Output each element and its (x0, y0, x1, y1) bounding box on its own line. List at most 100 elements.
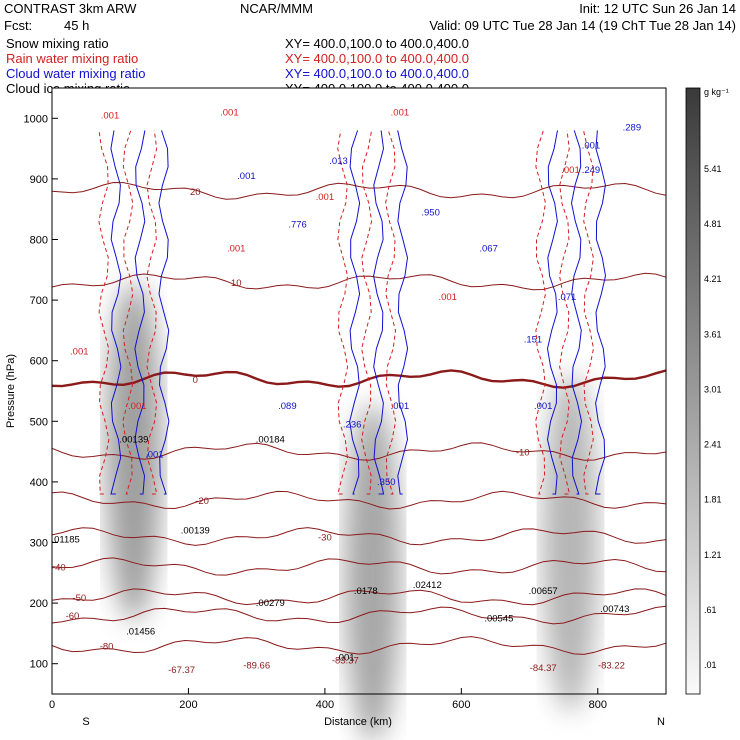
moisture-contour (337, 130, 349, 495)
contour-label: -80 (100, 642, 114, 653)
temperature-contour (51, 527, 667, 546)
contour-annotation: -83.37 (332, 656, 359, 667)
contour-annotation: .001 (561, 165, 580, 176)
colorbar-label: 2.41 (704, 440, 722, 450)
endpoint-left-label: S (82, 716, 89, 728)
contour-label: -10 (516, 448, 530, 459)
contour-annotation: .001 (438, 292, 457, 303)
plot-frame (51, 87, 667, 695)
moisture-contour (570, 130, 583, 495)
y-tick-label: 600 (30, 356, 48, 368)
contour-annotation: .289 (623, 122, 642, 133)
legend-entry: Cloud water mixing ratio (6, 66, 145, 81)
temperature-contours: -80 -60 -50 -40 -30 -20 -10 0 10 20 (51, 181, 667, 655)
contour-annotation: -83.22 (598, 661, 625, 672)
contour-label: 10 (231, 278, 242, 289)
contour-annotation: .001 (391, 107, 410, 118)
contour-annotation: .001 (220, 107, 239, 118)
contour-annotation: .013 (329, 156, 348, 167)
temperature-contour (51, 490, 667, 510)
moisture-contour (583, 130, 595, 495)
moisture-contour (158, 130, 170, 495)
contour-annotation: .236 (343, 419, 362, 430)
contour-annotation: .001 (70, 347, 89, 358)
y-tick-label: 100 (30, 659, 48, 671)
y-tick-label: 1000 (24, 113, 48, 125)
contour-label: 0 (193, 375, 198, 386)
contour-annotation: .00184 (256, 435, 285, 446)
colorbar-label: 3.01 (704, 384, 722, 394)
contour-annotation: .00139 (119, 435, 148, 446)
moisture-contour (546, 130, 558, 495)
contour-annotation: .01185 (51, 535, 79, 546)
contour-annotation: .001 (582, 141, 601, 152)
contour-annotation: .001 (391, 401, 410, 412)
contour-label: -60 (66, 611, 80, 622)
contour-annotation: .071 (558, 292, 577, 303)
y-tick-label: 200 (30, 598, 48, 610)
endpoint-right-label: N (657, 716, 665, 728)
legend-entry: Snow mixing ratio (6, 36, 109, 51)
contour-annotation: .001 (128, 401, 147, 412)
moisture-contour (373, 130, 385, 495)
temperature-contour (51, 605, 667, 625)
y-tick-label: 400 (30, 477, 48, 489)
colorbar-label: 3.61 (704, 329, 722, 339)
contour-annotation: .001 (237, 171, 256, 182)
contour-annotation: .01456 (126, 627, 155, 638)
x-tick-label: 0 (49, 699, 55, 711)
colorbar-label: 4.81 (704, 219, 722, 229)
fcst-value: 45 h (64, 18, 89, 33)
y-tick-label: 900 (30, 174, 48, 186)
x-tick-label: 400 (316, 699, 334, 711)
moisture-contours (98, 130, 607, 495)
center-label: NCAR/MMM (240, 1, 313, 16)
colorbar-label: 4.21 (704, 274, 722, 284)
colorbar-labels: 5.41 4.81 4.21 3.61 3.01 2.41 1.81 1.21 .61 .01 (704, 164, 722, 670)
contour-annotation: .001 (534, 401, 553, 412)
colorbar-label: 1.21 (704, 550, 722, 560)
contour-annotation: .02412 (413, 580, 442, 591)
colorbar-label: .01 (704, 660, 717, 670)
contour-annotation: .00139 (181, 525, 210, 536)
moisture-contour (385, 130, 397, 495)
temperature-contour (51, 636, 667, 655)
moisture-contour (535, 130, 547, 495)
moisture-contour (122, 130, 134, 495)
contour-annotation: -84.37 (530, 663, 557, 674)
legend-xy: XY= 400.0,100.0 to 400.0,400.0 (285, 66, 469, 81)
annotations: -67.37 -89.66 -83.37 -84.37 -83.22 .01456 .002… (51, 107, 641, 676)
y-tick-label: 800 (30, 235, 48, 247)
contour-annotation: .001 (316, 192, 335, 203)
contour-label: -30 (318, 532, 332, 543)
fcst-label: Fcst: (4, 18, 32, 33)
contour-annotation: .00657 (529, 586, 558, 597)
contour-annotation: .089 (278, 401, 297, 412)
y-axis-label: Pressure (hPa) (5, 354, 17, 428)
moisture-contour (558, 130, 571, 495)
moisture-contour (134, 130, 146, 495)
x-axis-label: Distance (km) (324, 716, 392, 728)
y-tick-label: 700 (30, 295, 48, 307)
temperature-contour (51, 272, 667, 291)
x-tick-label: 800 (589, 699, 607, 711)
y-tick-label: 500 (30, 416, 48, 428)
moisture-contour (594, 130, 607, 495)
temperature-contour (51, 181, 667, 200)
moisture-contour (110, 130, 122, 495)
legend-xy: XY= 400.0,100.0 to 400.0,400.0 (285, 51, 469, 66)
contour-annotation: .001 (145, 450, 164, 461)
init-time: Init: 12 UTC Sun 26 Jan 14 (579, 1, 736, 16)
legend-entry: Rain water mixing ratio (6, 51, 138, 66)
temperature-contour (51, 557, 667, 576)
contour-annotation: .350 (377, 477, 396, 488)
model-title: CONTRAST 3km ARW (4, 1, 137, 16)
colorbar-label: 1.81 (704, 495, 722, 505)
contour-label: -50 (72, 593, 86, 604)
colorbar-label: 5.41 (704, 164, 722, 174)
moisture-contour (361, 130, 373, 495)
moisture-contour (146, 130, 158, 495)
contour-annotation: .950 (421, 207, 440, 218)
x-tick-label: 600 (452, 699, 470, 711)
